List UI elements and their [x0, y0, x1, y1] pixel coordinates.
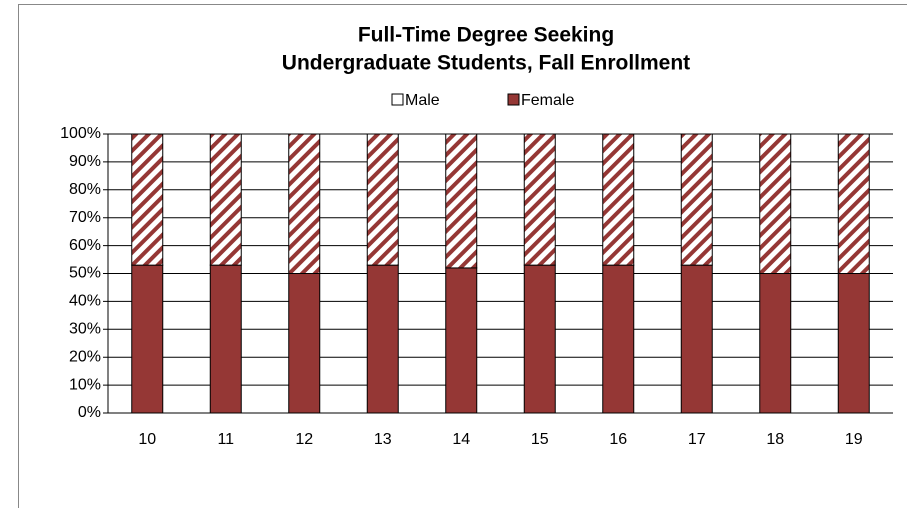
legend-label: Male: [405, 92, 440, 109]
bar-segment: [209, 133, 242, 266]
bar-segment: [523, 264, 556, 414]
y-tick-label: 90%: [69, 153, 101, 170]
bar-segment: [366, 264, 399, 414]
legend-swatch: [507, 93, 520, 106]
bar-segment: [366, 133, 399, 266]
chart-title: Undergraduate Students, Fall Enrollment: [282, 52, 690, 75]
x-tick-label: 14: [452, 431, 470, 448]
y-tick-label: 60%: [69, 237, 101, 254]
bar-segment: [445, 133, 478, 269]
bar-segment: [837, 133, 870, 274]
y-tick-label: 50%: [69, 265, 101, 282]
bar-segment: [131, 133, 164, 266]
x-tick-label: 10: [138, 431, 156, 448]
y-tick-label: 80%: [69, 181, 101, 198]
x-tick-label: 13: [374, 431, 392, 448]
legend-label: Female: [521, 92, 574, 109]
bar-segment: [131, 264, 164, 414]
x-tick-label: 18: [766, 431, 784, 448]
y-tick-label: 20%: [69, 348, 101, 365]
x-tick-label: 11: [217, 431, 234, 448]
y-tick-label: 10%: [69, 376, 101, 393]
bar-segment: [759, 273, 792, 414]
chart-title: Full-Time Degree Seeking: [358, 24, 614, 47]
bar-segment: [602, 133, 635, 266]
bar-segment: [445, 267, 478, 414]
bar-segment: [209, 264, 242, 414]
x-tick-label: 19: [845, 431, 863, 448]
legend-swatch: [391, 93, 404, 106]
x-tick-label: 16: [609, 431, 627, 448]
y-tick-label: 70%: [69, 209, 101, 226]
bar-segment: [523, 133, 556, 266]
y-tick-label: 0%: [78, 404, 101, 421]
bar-segment: [837, 273, 870, 414]
y-tick-label: 100%: [60, 125, 101, 142]
y-tick-label: 30%: [69, 321, 101, 338]
x-tick-label: 15: [531, 431, 549, 448]
bar-segment: [602, 264, 635, 414]
bar-segment: [759, 133, 792, 274]
bar-segment: [288, 133, 321, 274]
x-tick-label: 17: [688, 431, 706, 448]
bar-segment: [288, 273, 321, 414]
x-tick-label: 12: [295, 431, 313, 448]
bar-segment: [680, 133, 713, 266]
bar-segment: [680, 264, 713, 414]
y-tick-label: 40%: [69, 293, 101, 310]
